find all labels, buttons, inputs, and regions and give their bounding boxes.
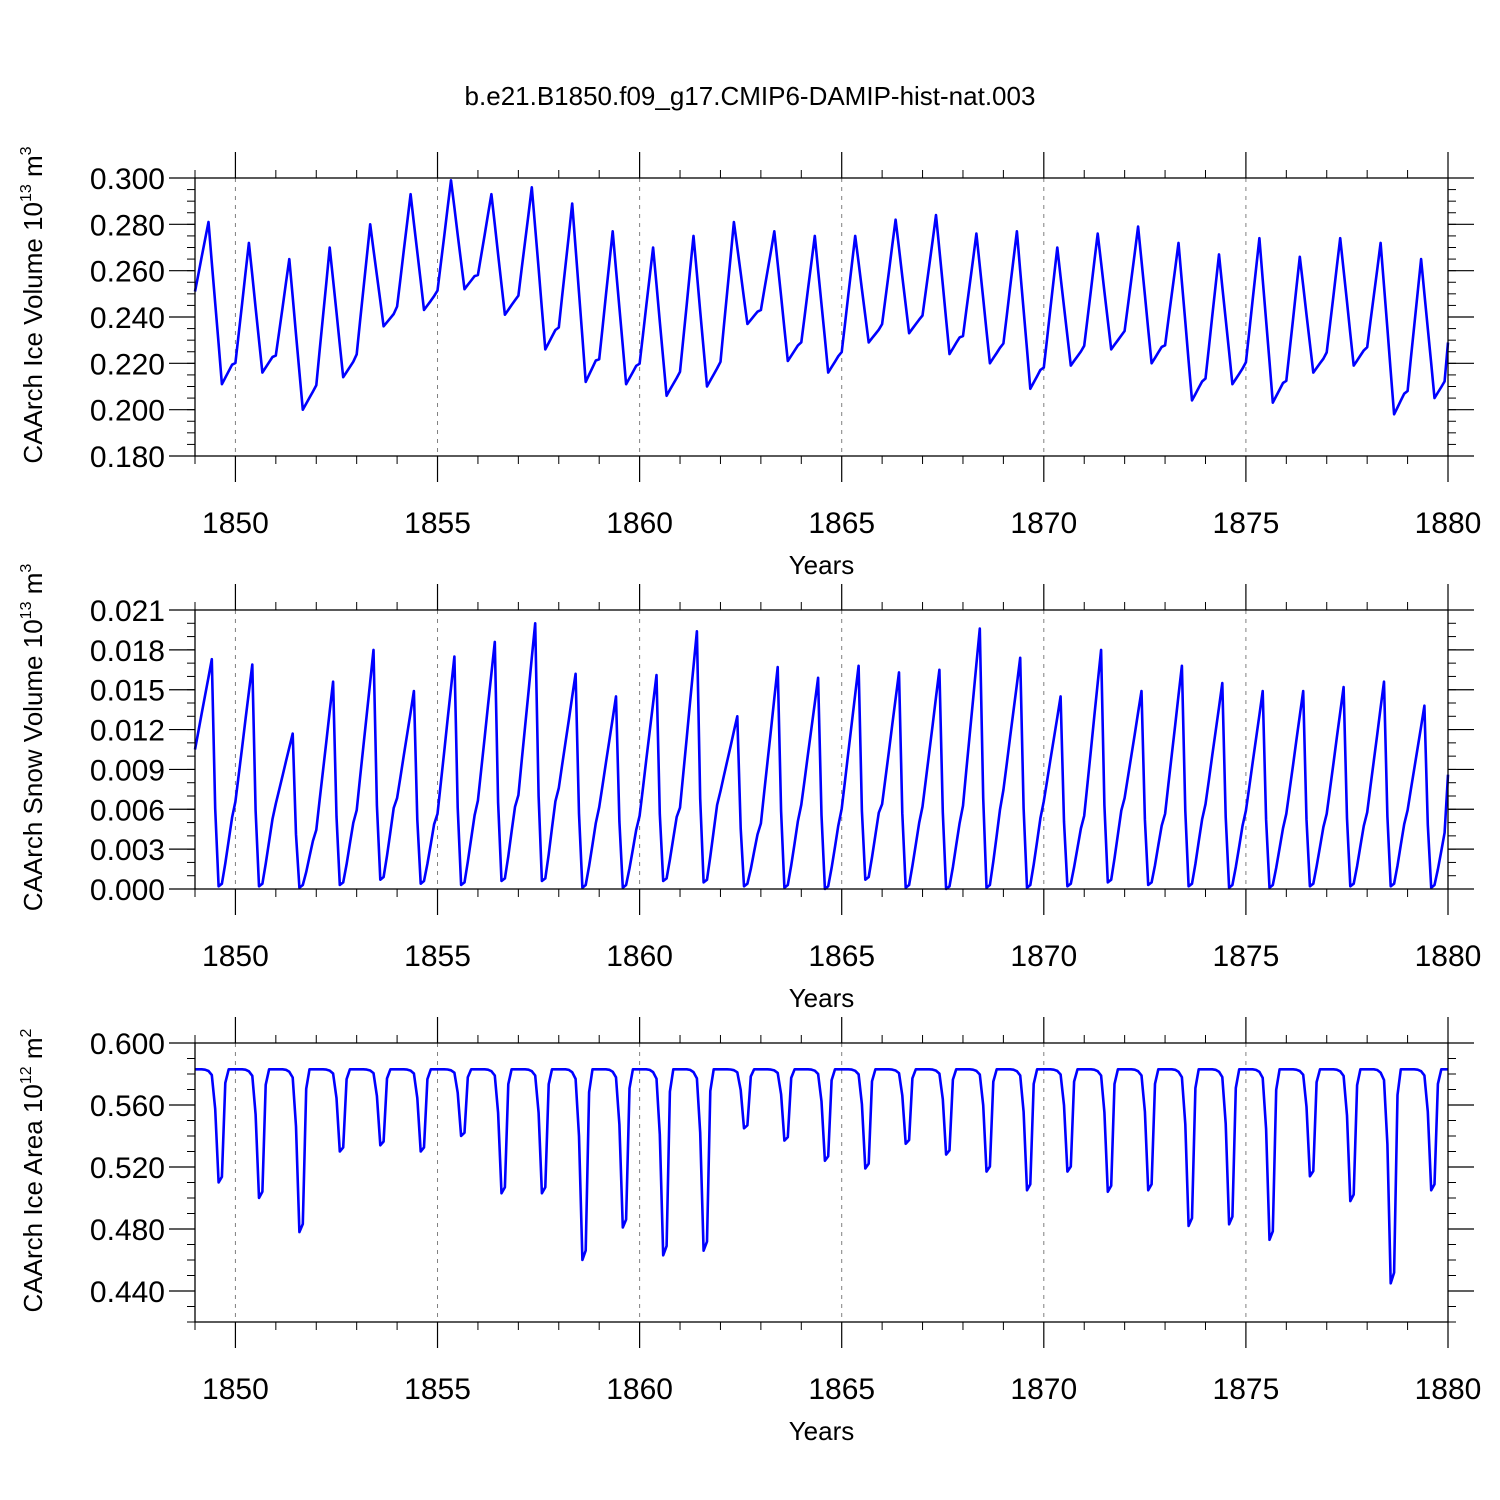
- x-tick-label: 1870: [1010, 1373, 1077, 1406]
- x-axis-title: Years: [789, 1416, 855, 1446]
- y-tick-label: 0.006: [90, 794, 165, 827]
- y-axis-title-part: m: [18, 155, 48, 184]
- y-tick-label: 0.480: [90, 1214, 165, 1247]
- plot-frame: [194, 609, 1449, 890]
- figure-title: b.e21.B1850.f09_g17.CMIP6-DAMIP-hist-nat…: [465, 81, 1036, 111]
- y-axis-title-part: m: [18, 573, 48, 602]
- y-axis-title: CAArch Snow Volume 1013 m3: [18, 564, 48, 912]
- x-tick-label: 1875: [1213, 940, 1280, 973]
- x-tick-label: 1850: [202, 1373, 269, 1406]
- y-axis-title-superscript: 3: [18, 146, 35, 155]
- y-tick-label: 0.200: [90, 395, 165, 428]
- y-axis-title-superscript: 13: [18, 184, 35, 202]
- y-axis-title-part: CAArch Snow Volume 10: [18, 619, 48, 911]
- y-axis-title: CAArch Ice Volume 1013 m3: [18, 146, 48, 463]
- x-tick-label: 1875: [1213, 1373, 1280, 1406]
- x-tick-label: 1870: [1010, 507, 1077, 540]
- y-tick-label: 0.018: [90, 635, 165, 668]
- series-line: [195, 1068, 1448, 1285]
- x-tick-label: 1860: [606, 940, 673, 973]
- y-tick-label: 0.021: [90, 595, 165, 628]
- y-tick-label: 0.012: [90, 715, 165, 748]
- x-tick-label: 1865: [808, 507, 875, 540]
- y-tick-label: 0.240: [90, 302, 165, 335]
- y-tick-label: 0.300: [90, 163, 165, 196]
- x-tick-label: 1860: [606, 1373, 673, 1406]
- y-tick-label: 0.003: [90, 834, 165, 867]
- panel-ice-area: 1850 1855 1860 1865 1870 1875 1880 0.440 0.480 0.…: [18, 1017, 1481, 1446]
- y-axis-title-superscript: 13: [18, 601, 35, 619]
- x-axis-title: Years: [789, 550, 855, 580]
- y-tick-label: 0.280: [90, 209, 165, 242]
- y-tick-label: 0.520: [90, 1152, 165, 1185]
- x-tick-label: 1875: [1213, 507, 1280, 540]
- x-tick-label: 1855: [404, 507, 471, 540]
- x-axis-title: Years: [789, 983, 855, 1013]
- x-tick-label: 1865: [808, 940, 875, 973]
- x-tick-label: 1860: [606, 507, 673, 540]
- x-tick-label: 1865: [808, 1373, 875, 1406]
- x-tick-label: 1870: [1010, 940, 1077, 973]
- y-tick-label: 0.600: [90, 1028, 165, 1061]
- y-tick-label: 0.009: [90, 754, 165, 787]
- y-axis-title-superscript: 3: [18, 564, 35, 573]
- panel-snow-volume: 1850 1855 1860 1865 1870 1875 1880 0.000 0.003 0.…: [18, 564, 1481, 1013]
- y-axis-title-superscript: 12: [18, 1066, 35, 1084]
- x-tick-label: 1855: [404, 940, 471, 973]
- y-axis-title-part: CAArch Ice Volume 10: [18, 202, 48, 464]
- x-tick-label: 1855: [404, 1373, 471, 1406]
- y-tick-label: 0.180: [90, 441, 165, 474]
- plot-frame: [194, 1042, 1449, 1323]
- y-tick-label: 0.000: [90, 874, 165, 907]
- series-line: [193, 622, 1450, 891]
- x-tick-label: 1850: [202, 940, 269, 973]
- x-tick-label: 1850: [202, 507, 269, 540]
- x-tick-label: 1880: [1415, 507, 1482, 540]
- y-tick-label: 0.220: [90, 348, 165, 381]
- x-tick-label: 1880: [1415, 1373, 1482, 1406]
- x-tick-label: 1880: [1415, 940, 1482, 973]
- y-tick-label: 0.560: [90, 1090, 165, 1123]
- y-axis-title-superscript: 2: [18, 1028, 35, 1037]
- y-axis-title: CAArch Ice Area 1012 m2: [18, 1028, 48, 1312]
- y-axis-title-part: m: [18, 1037, 48, 1066]
- y-tick-label: 0.015: [90, 675, 165, 708]
- series-line: [193, 179, 1450, 416]
- y-tick-label: 0.440: [90, 1276, 165, 1309]
- y-axis-title-part: CAArch Ice Area 10: [18, 1084, 48, 1312]
- y-tick-label: 0.260: [90, 256, 165, 289]
- panel-ice-volume: 1850 1855 1860 1865 1870 1875 1880 0.180 0.200 0.…: [18, 146, 1481, 580]
